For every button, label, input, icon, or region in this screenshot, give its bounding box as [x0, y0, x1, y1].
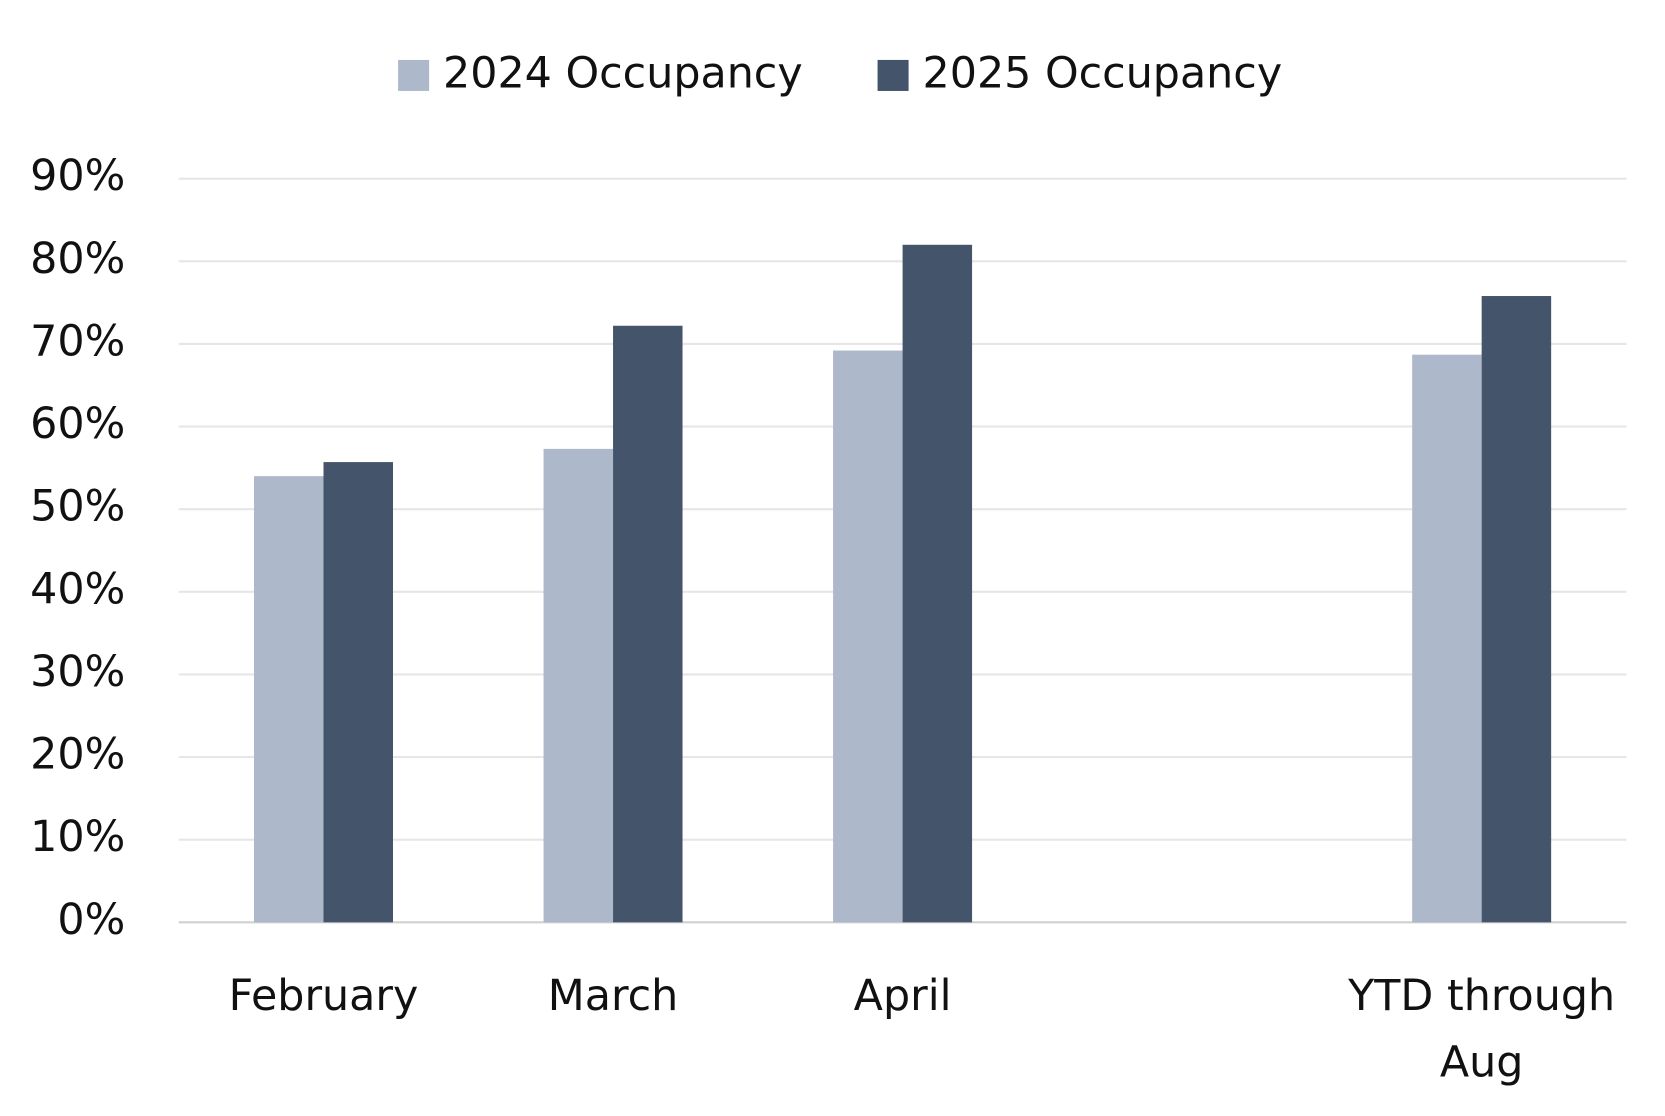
- legend-label: 2025 Occupancy: [923, 48, 1283, 98]
- x-tick-label-box: April: [853, 971, 952, 1021]
- y-tick-label: 40%: [30, 564, 125, 614]
- legend-label: 2024 Occupancy: [443, 48, 803, 98]
- bar: [902, 244, 973, 923]
- y-tick-label: 90%: [30, 151, 125, 201]
- bar: [323, 462, 393, 923]
- legend-swatch: [877, 59, 909, 91]
- legend-swatch: [398, 59, 430, 91]
- x-tick-label-box: March: [547, 971, 679, 1021]
- bar: [1412, 354, 1482, 923]
- bar: [254, 476, 324, 923]
- bar: [1481, 296, 1552, 923]
- x-tick-label: February: [228, 971, 419, 1021]
- bar: [613, 325, 683, 923]
- y-tick-label: 80%: [30, 234, 125, 284]
- y-tick-label: 10%: [30, 812, 125, 862]
- x-tick-label-box: YTD through Aug: [1348, 971, 1616, 1088]
- bar: [543, 448, 614, 923]
- x-tick-label: YTD through Aug: [1348, 971, 1616, 1088]
- y-tick-label: 60%: [30, 399, 125, 449]
- y-tick-label: 70%: [30, 316, 125, 366]
- y-tick-label: 50%: [30, 482, 125, 532]
- x-tick-label: March: [547, 971, 679, 1021]
- y-tick-label: 20%: [30, 730, 125, 780]
- y-tick-label: 30%: [30, 647, 125, 697]
- x-tick-label-box: February: [228, 971, 419, 1021]
- x-tick-label: April: [853, 971, 952, 1021]
- bar: [833, 350, 903, 923]
- y-tick-label: 0%: [57, 895, 125, 945]
